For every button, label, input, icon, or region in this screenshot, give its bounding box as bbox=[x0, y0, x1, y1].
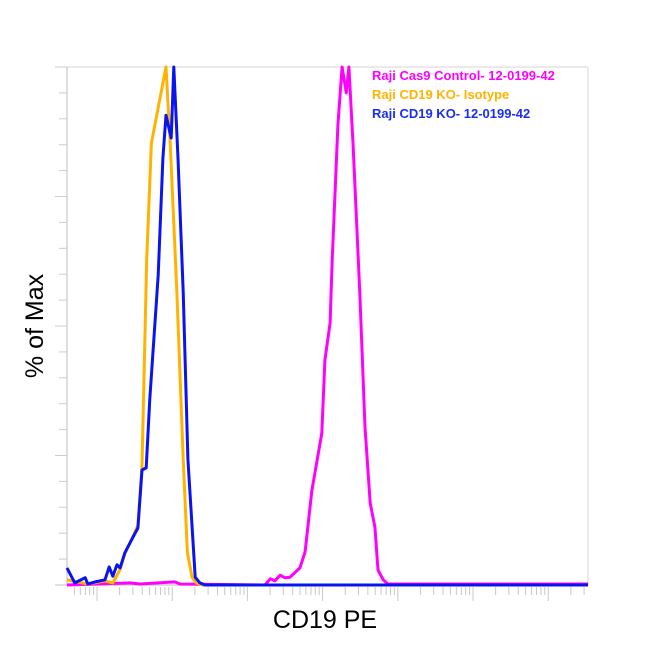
legend-item-cd19-ko-antibody: Raji CD19 KO- 12-0199-42 bbox=[372, 106, 530, 121]
series-line-cd19-ko-isotype bbox=[66, 65, 588, 587]
x-axis-label: CD19 PE bbox=[273, 606, 377, 634]
series-lines bbox=[65, 65, 588, 587]
y-axis-ticks bbox=[55, 66, 67, 586]
plot-frame bbox=[55, 66, 589, 586]
legend: Raji Cas9 Control- 12-0199-42 Raji CD19 … bbox=[372, 68, 555, 121]
legend-item-cas9-control: Raji Cas9 Control- 12-0199-42 bbox=[372, 68, 555, 83]
series-line-cd19-ko-antibody bbox=[65, 65, 588, 587]
x-axis-ticks bbox=[73, 587, 585, 601]
legend-item-cd19-ko-isotype: Raji CD19 KO- Isotype bbox=[372, 87, 509, 102]
y-axis-label: % of Max bbox=[21, 273, 49, 378]
